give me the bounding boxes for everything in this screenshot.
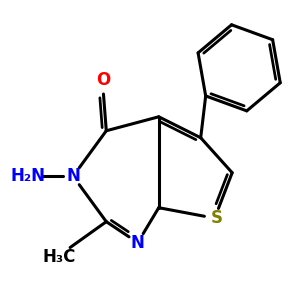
Text: S: S — [210, 209, 222, 227]
Text: H₂N: H₂N — [10, 167, 45, 185]
Text: O: O — [96, 71, 110, 89]
Text: N: N — [131, 234, 145, 252]
Text: N: N — [66, 167, 80, 185]
Text: H₃C: H₃C — [42, 248, 76, 266]
